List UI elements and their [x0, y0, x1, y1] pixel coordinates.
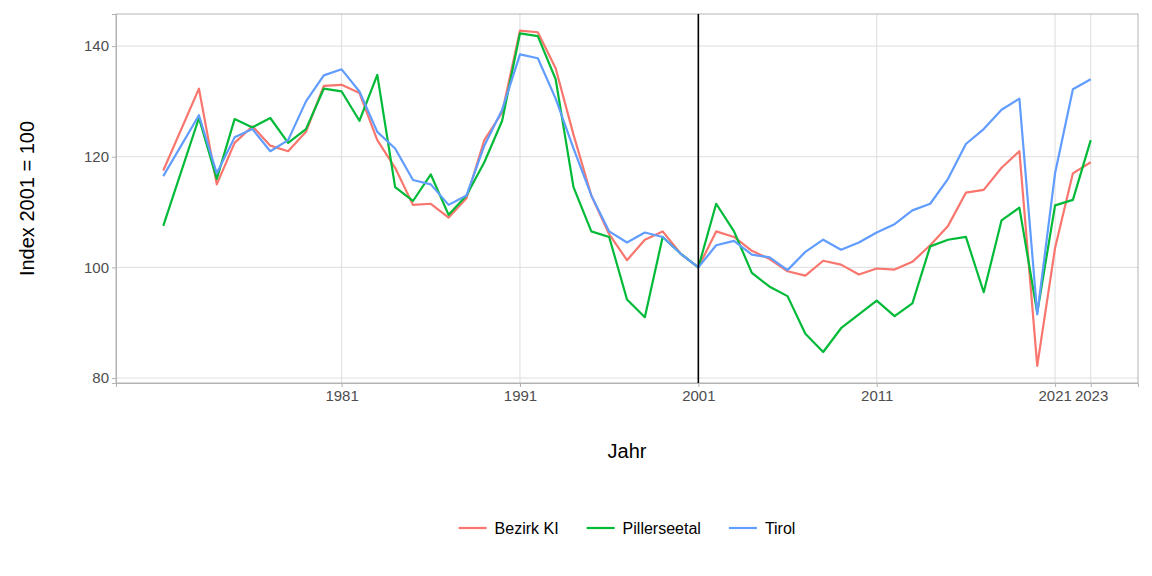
grid-line	[1055, 14, 1056, 383]
plot-area: 1981 1991 2001 2011 20212023 80 100 120 140	[84, 14, 1139, 404]
tick: 100	[84, 259, 116, 276]
tick: 1991	[504, 383, 537, 404]
grid-line	[116, 46, 1138, 47]
tick-label: 100	[84, 259, 109, 276]
tick-label: 2021	[1039, 387, 1072, 404]
legend-label: Pillerseetal	[623, 520, 701, 537]
tick-mark	[112, 267, 116, 268]
legend-label: Tirol	[765, 520, 796, 537]
tick: 140	[84, 37, 116, 54]
legend-key	[459, 527, 487, 529]
series-line	[163, 31, 1090, 366]
tick: 120	[84, 148, 116, 165]
plot-frame	[116, 14, 1138, 383]
tick: 2011	[861, 383, 893, 404]
tick: 80	[92, 369, 116, 386]
chart: 1981 1991 2001 2011 20212023 80 100 120 140 Jahr I…	[0, 0, 1152, 576]
series-line	[163, 54, 1090, 314]
tick-label: 2001	[682, 387, 715, 404]
legend-label: Bezirk KI	[495, 520, 559, 537]
y-axis-title: Index 2001 = 100	[16, 121, 38, 276]
x-axis-title: Jahr	[608, 440, 647, 462]
legend-item: Pillerseetal	[587, 520, 701, 537]
grid-line	[876, 14, 877, 383]
tick-label: 2011	[861, 387, 893, 404]
grid-line	[698, 14, 699, 383]
x-axis: 1981 1991 2001 2011 20212023	[117, 383, 1139, 404]
grid-line	[116, 156, 1138, 157]
axis-line	[117, 384, 1139, 388]
tick-label: 120	[84, 148, 109, 165]
tick-label: 1991	[504, 387, 537, 404]
series-line	[163, 33, 1090, 352]
tick-mark	[112, 157, 116, 158]
tick: 1981	[325, 383, 358, 404]
y-axis: 80 100 120 140	[84, 15, 117, 387]
reference-line	[698, 14, 700, 383]
tick-label: 1981	[325, 387, 358, 404]
grid-line	[116, 378, 1138, 379]
tick: 2001	[682, 383, 715, 404]
tick-label: 80	[92, 369, 109, 386]
tick: 2023	[1075, 383, 1108, 404]
grid-line	[519, 14, 520, 383]
legend-item: Bezirk KI	[459, 520, 559, 537]
tick-mark	[112, 378, 116, 379]
tick-label: 2023	[1075, 387, 1108, 404]
legend-key	[587, 527, 615, 529]
tick-mark	[112, 46, 116, 47]
legend-item: Tirol	[729, 520, 796, 537]
legend: Bezirk KI Pillerseetal Tirol	[459, 520, 796, 537]
tick: 2021	[1039, 383, 1072, 404]
legend-key	[729, 527, 757, 529]
series-group	[163, 14, 1090, 383]
grid-line	[116, 267, 1138, 268]
grid-line	[1090, 14, 1091, 383]
grid	[116, 14, 1138, 383]
tick-label: 140	[84, 37, 109, 54]
